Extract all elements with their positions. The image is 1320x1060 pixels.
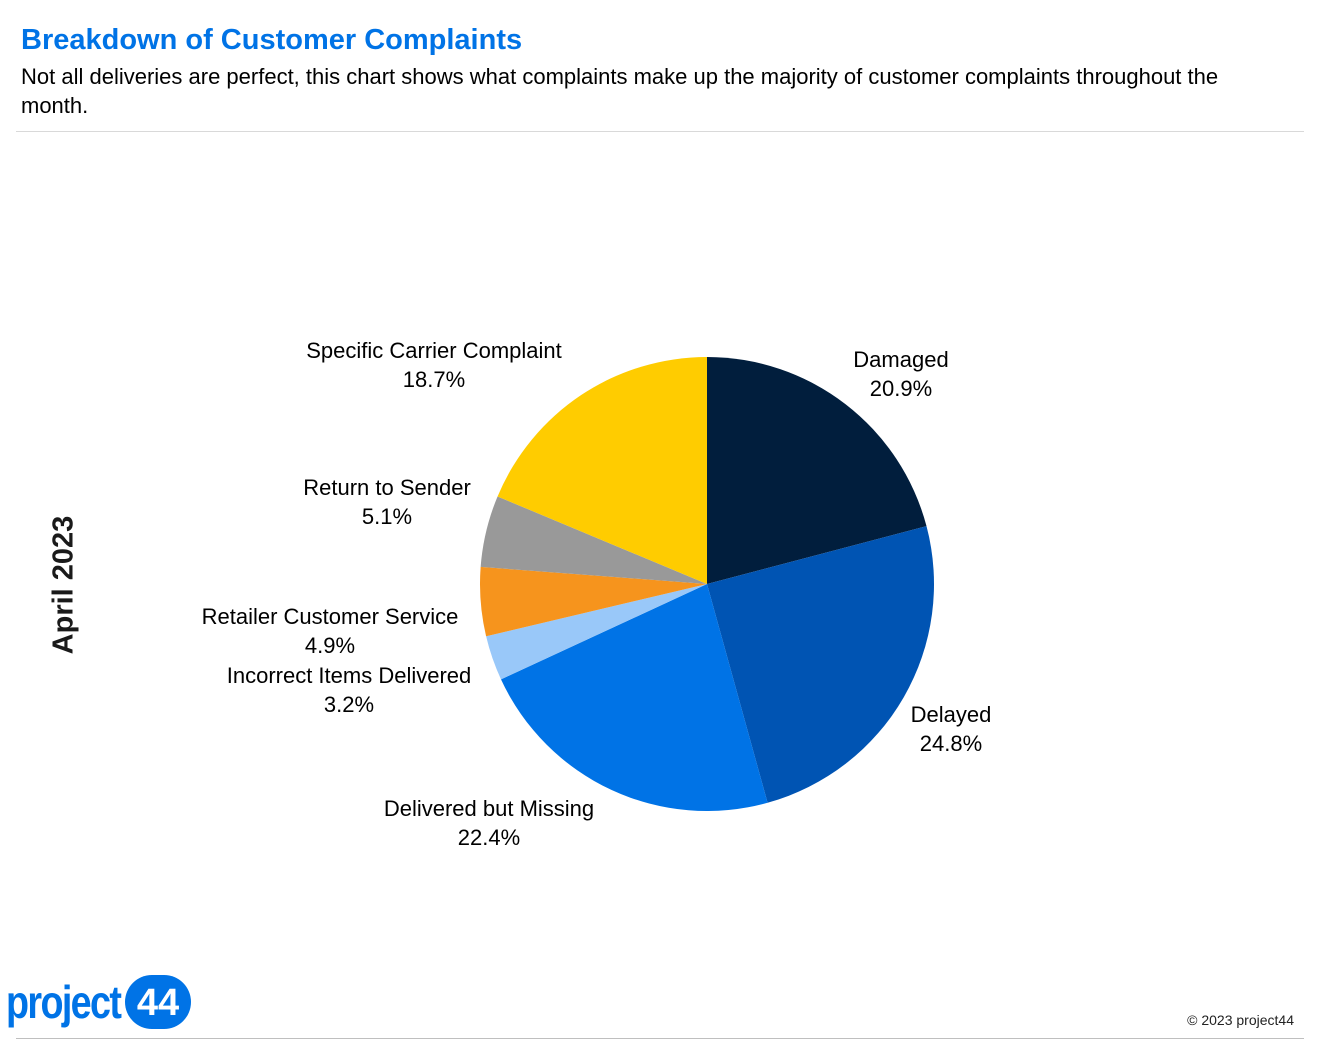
slice-value-label: 3.2% [324,692,374,717]
chart-subtitle: Not all deliveries are perfect, this cha… [21,64,1219,118]
slice-label: Return to Sender [303,475,471,500]
slice-label: Damaged [853,347,948,372]
pie-labels: Damaged 20.9% Delayed 24.8% Delivered but Mi… [202,338,992,850]
slice-label: Delayed [911,702,992,727]
pie-slice-retailer-customer-service [479,566,707,637]
slice-value-label: 20.9% [870,376,932,401]
header-divider [16,131,1304,132]
slice-label: Specific Carrier Complaint [306,338,562,363]
slice-label: Delivered but Missing [384,796,594,821]
slice-value-label: 4.9% [305,633,355,658]
pie-slice-return-to-sender [480,496,707,584]
slice-label: Incorrect Items Delivered [227,663,472,688]
project44-logo: project 44 [6,968,191,1036]
chart-title: Breakdown of Customer Complaints [21,24,523,56]
copyright-text: © 2023 project44 [1187,1012,1294,1028]
pie-slice-delayed [707,526,934,803]
pie-slice-incorrect-items-delivered [486,584,707,680]
logo-44-badge: 44 [125,975,191,1029]
pie-slice-specific-carrier-complaint [497,357,707,584]
pie-slice-delivered-but-missing [501,584,768,811]
pie-slices [479,357,934,811]
pie-slice-damaged [707,357,927,584]
slice-value-label: 18.7% [403,367,465,392]
logo-number: 44 [137,982,179,1024]
footer-divider [16,1038,1304,1039]
slice-value-label: 5.1% [362,504,412,529]
slice-value-label: 24.8% [920,731,982,756]
slice-label: Retailer Customer Service [202,604,459,629]
slice-value-label: 22.4% [458,825,520,850]
logo-wordmark: project [6,976,122,1028]
